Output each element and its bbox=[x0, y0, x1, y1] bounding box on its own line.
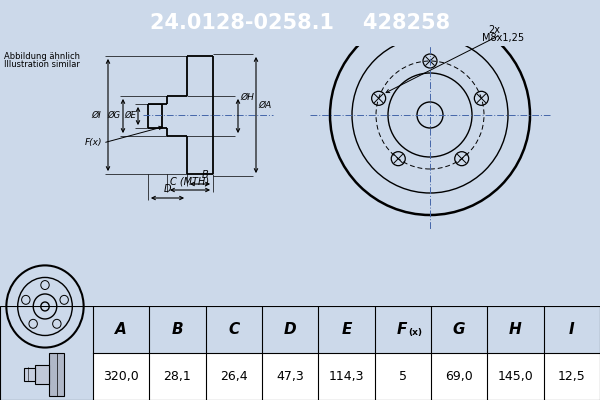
Text: M8x1,25: M8x1,25 bbox=[482, 33, 524, 43]
Text: 28,1: 28,1 bbox=[164, 370, 191, 383]
Text: B: B bbox=[172, 322, 184, 337]
Text: 114,3: 114,3 bbox=[329, 370, 364, 383]
Bar bbox=[24, 368, 35, 381]
Text: ØE: ØE bbox=[124, 110, 136, 120]
Text: A: A bbox=[115, 322, 127, 337]
Bar bbox=[35, 365, 49, 384]
Text: 24.0128-0258.1    428258: 24.0128-0258.1 428258 bbox=[150, 13, 450, 33]
Text: D: D bbox=[284, 322, 296, 337]
Text: H: H bbox=[509, 322, 522, 337]
Text: G: G bbox=[453, 322, 466, 337]
Text: (x): (x) bbox=[408, 328, 422, 337]
Bar bbox=[93, 353, 600, 400]
Text: F(x): F(x) bbox=[85, 138, 103, 148]
Text: F: F bbox=[397, 322, 407, 337]
Text: 47,3: 47,3 bbox=[276, 370, 304, 383]
Text: 26,4: 26,4 bbox=[220, 370, 248, 383]
Text: ØA: ØA bbox=[258, 100, 271, 110]
Text: Abbildung ähnlich: Abbildung ähnlich bbox=[4, 52, 80, 61]
Text: Illustration similar: Illustration similar bbox=[4, 60, 80, 69]
Text: ØI: ØI bbox=[91, 110, 101, 120]
Text: E: E bbox=[341, 322, 352, 337]
Text: ØG: ØG bbox=[107, 110, 120, 120]
Bar bbox=[93, 306, 600, 353]
Text: 5: 5 bbox=[399, 370, 407, 383]
Text: I: I bbox=[569, 322, 575, 337]
Bar bbox=[49, 353, 64, 396]
Text: ØH: ØH bbox=[240, 93, 254, 102]
Text: 69,0: 69,0 bbox=[445, 370, 473, 383]
Text: 145,0: 145,0 bbox=[497, 370, 533, 383]
Text: 2x: 2x bbox=[488, 25, 500, 35]
Text: C (MTH): C (MTH) bbox=[170, 176, 209, 186]
Text: 320,0: 320,0 bbox=[103, 370, 139, 383]
Text: 12,5: 12,5 bbox=[558, 370, 586, 383]
Text: C: C bbox=[228, 322, 239, 337]
Text: B: B bbox=[202, 170, 209, 180]
Text: D: D bbox=[164, 184, 171, 194]
